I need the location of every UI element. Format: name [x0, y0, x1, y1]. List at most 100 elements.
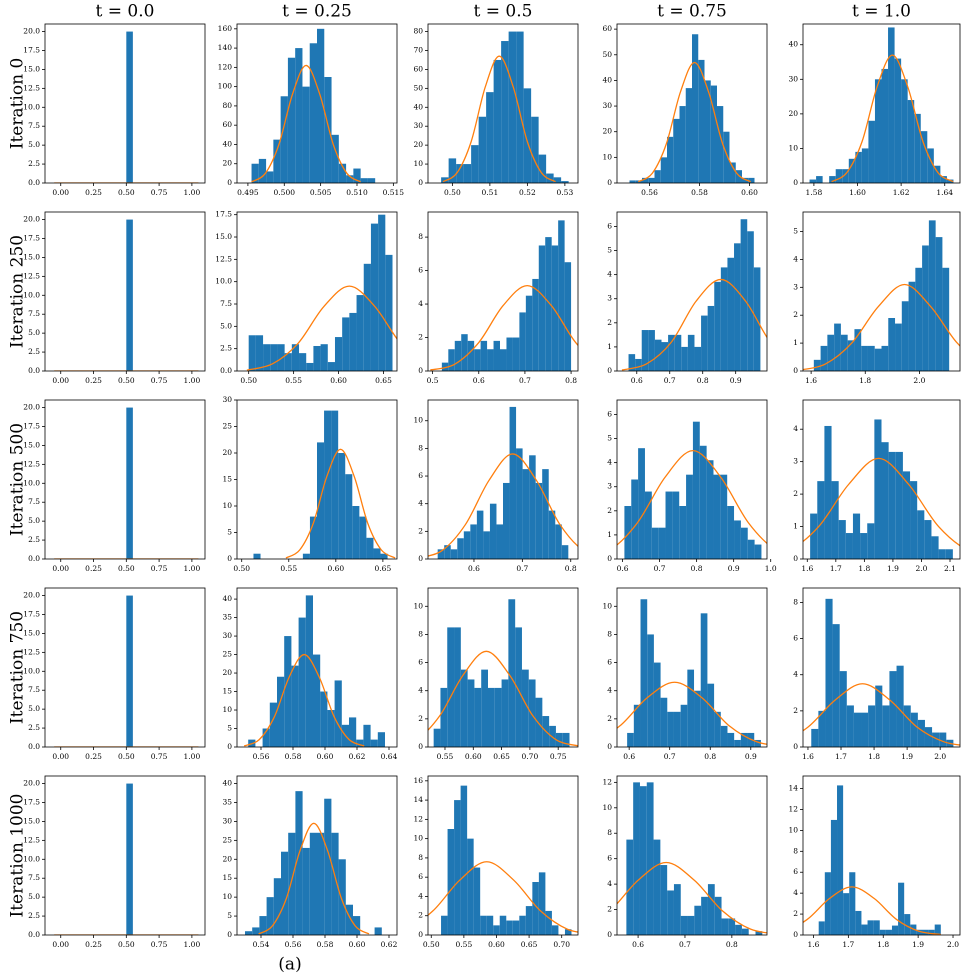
x-tick-label: 0.9 [745, 752, 757, 761]
fit-curve [617, 681, 767, 745]
y-tick-label: 120 [218, 62, 233, 71]
bar [515, 627, 522, 747]
y-tick-label: 20 [222, 668, 232, 677]
plot-area [803, 419, 960, 559]
y-tick-label: 12 [602, 777, 612, 786]
y-tick-label: 20 [222, 448, 232, 457]
fit-curve [617, 449, 767, 546]
y-tick-label: 10 [788, 825, 798, 834]
y-tick-label: 14 [413, 795, 423, 804]
y-tick-label: 7.5 [28, 685, 40, 694]
bar [126, 595, 133, 747]
y-tick-label: 2.5 [28, 535, 40, 544]
bar [729, 162, 736, 183]
bar [126, 407, 133, 559]
y-tick-label: 0 [793, 178, 798, 187]
bar [471, 145, 479, 183]
bar [521, 669, 529, 747]
bar [447, 829, 455, 935]
x-tick-label: 0.50 [118, 940, 135, 949]
x-tick-label: 0.505 [310, 188, 332, 197]
bar [349, 312, 357, 371]
y-tick-label: 10.0 [23, 290, 40, 299]
y-tick-label: 20.0 [23, 591, 40, 600]
bar [674, 334, 682, 371]
y-tick-label: 17.5 [23, 798, 40, 807]
x-tick-label: 1.8 [859, 376, 871, 385]
x-tick-label: 0.8 [565, 376, 577, 385]
bar [263, 344, 271, 371]
y-tick-label: 10.0 [23, 854, 40, 863]
bar [811, 728, 819, 747]
bar [545, 237, 552, 371]
y-tick-label: 4 [418, 299, 423, 308]
bar [532, 882, 539, 935]
bar [363, 263, 371, 371]
y-tick-label: 8 [418, 443, 423, 452]
y-tick-label: 70 [413, 46, 423, 55]
plot-area [803, 785, 941, 935]
bar [861, 712, 869, 747]
y-tick-label: 12.5 [23, 271, 40, 280]
bar [461, 334, 468, 371]
bar [755, 931, 763, 935]
y-tick-label: 6 [418, 658, 423, 667]
fit-curve [428, 453, 578, 557]
bar [868, 705, 876, 747]
bar [126, 31, 133, 183]
y-tick-label: 10 [602, 803, 612, 812]
bar [309, 832, 317, 935]
bar [734, 520, 741, 559]
y-tick-label: 2 [607, 506, 612, 515]
y-tick-label: 4 [607, 686, 612, 695]
bar [631, 479, 639, 559]
plot-area [441, 31, 569, 183]
bar [277, 676, 285, 747]
y-tick-label: 12.5 [23, 459, 40, 468]
bar [932, 732, 940, 747]
y-tick-label: 4 [607, 458, 612, 467]
bar [356, 739, 364, 747]
x-tick-label: 0.55 [285, 376, 302, 385]
bar [714, 896, 722, 935]
bar [658, 527, 666, 559]
axes-frame [616, 23, 768, 184]
bar [754, 544, 762, 559]
x-tick-label: 0.00 [52, 564, 69, 573]
x-tick-label: 0.00 [52, 188, 69, 197]
y-tick-label: 0 [418, 742, 423, 751]
y-tick-label: 40 [602, 75, 612, 84]
plot-area [251, 28, 376, 183]
bar [509, 406, 517, 559]
bar [642, 177, 649, 183]
x-tick-label: 0.75 [151, 564, 168, 573]
bar [525, 906, 533, 935]
bar [633, 782, 640, 935]
bar [687, 915, 695, 935]
fit-curve [803, 683, 960, 746]
bar [825, 598, 833, 747]
bar [842, 169, 849, 183]
x-tick-label: 0.75 [550, 752, 567, 761]
bar [506, 920, 513, 935]
bar [908, 281, 916, 371]
axes-frame [427, 211, 579, 372]
axes-frame [802, 23, 961, 184]
bar [845, 533, 853, 559]
bar [861, 345, 868, 371]
x-tick-label: 0.62 [349, 752, 366, 761]
x-tick-label: 0.7 [519, 376, 531, 385]
y-tick-label: 0 [418, 178, 423, 187]
bar [661, 342, 669, 371]
bar [942, 267, 950, 371]
y-tick-label: 20.0 [23, 779, 40, 788]
bar [324, 798, 332, 935]
y-tick-label: 10 [602, 601, 612, 610]
row-label: Iteration 250 [8, 235, 28, 348]
bar [648, 177, 655, 183]
bar [818, 710, 826, 747]
y-tick-label: 35 [222, 798, 232, 807]
bar [945, 549, 953, 559]
plot-area [617, 421, 767, 559]
caption: (a) [278, 955, 301, 975]
